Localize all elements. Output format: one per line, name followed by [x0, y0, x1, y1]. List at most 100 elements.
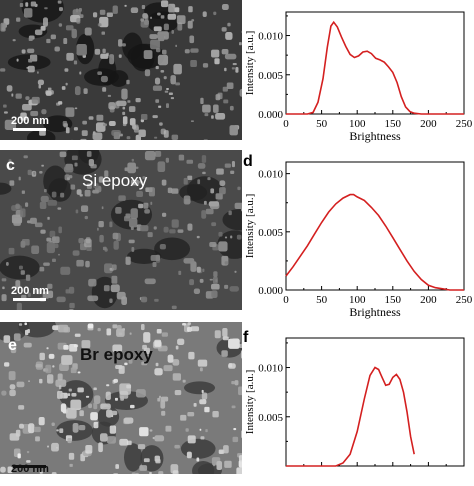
particle [66, 127, 70, 133]
scale-bar-label: 200 nm [11, 463, 49, 474]
x-tick-label: 200 [420, 294, 437, 306]
particle [144, 50, 153, 59]
particle [122, 43, 126, 46]
particle [59, 23, 62, 26]
particle [109, 221, 112, 227]
particle [200, 279, 204, 283]
particle [70, 184, 75, 189]
particle [150, 40, 160, 50]
particle [59, 7, 63, 11]
particle [160, 244, 166, 249]
particle [213, 464, 215, 466]
dark-region [181, 439, 216, 459]
particle [57, 391, 63, 399]
particle [100, 433, 108, 441]
particle [108, 95, 111, 97]
particle [131, 247, 134, 252]
particle [188, 435, 196, 443]
particle [127, 136, 131, 139]
particle [28, 380, 30, 382]
particle [141, 21, 149, 28]
particle [90, 412, 98, 420]
particle [17, 382, 25, 388]
particle [28, 59, 32, 63]
particle [228, 211, 231, 215]
particle [61, 355, 72, 365]
particle [154, 26, 162, 31]
particle [136, 389, 146, 397]
particle [45, 365, 51, 374]
particle [48, 88, 52, 91]
particle [203, 63, 208, 68]
particle [106, 328, 111, 335]
particle [216, 94, 221, 100]
y-axis-label: Intensity [a.u.] [244, 31, 256, 95]
particle [60, 152, 67, 157]
particle [60, 193, 64, 198]
particle [166, 88, 169, 90]
particle [48, 200, 57, 206]
particle [28, 423, 34, 433]
particle [131, 208, 138, 218]
particle [106, 392, 111, 400]
particle [68, 393, 70, 396]
particle [65, 107, 74, 117]
particle [142, 13, 148, 19]
particle [194, 289, 200, 295]
y-tick-label: 0.000 [258, 285, 283, 297]
particle [17, 303, 22, 310]
particle [197, 179, 200, 184]
particle [215, 330, 221, 338]
particle [31, 2, 36, 7]
particle [131, 227, 134, 231]
particle [117, 292, 126, 300]
particle [200, 98, 203, 104]
particle [117, 325, 122, 332]
particle [41, 109, 46, 114]
particle [160, 400, 165, 408]
particle [140, 225, 148, 231]
y-tick-label: 0.010 [258, 31, 283, 43]
particle [28, 66, 35, 73]
particle [139, 130, 146, 137]
particle [127, 100, 130, 103]
particle [205, 113, 209, 116]
particle [213, 277, 218, 284]
particle [47, 374, 53, 383]
particle [148, 232, 153, 237]
particle [127, 441, 132, 446]
particle [36, 362, 43, 370]
particle [47, 347, 49, 349]
x-axis-label: Brightness [349, 129, 401, 143]
particle [90, 164, 96, 168]
particle [204, 407, 209, 412]
particle [188, 322, 191, 325]
particle [233, 428, 236, 430]
particle [172, 306, 177, 310]
particle [84, 239, 92, 247]
particle [35, 29, 42, 35]
particle [186, 160, 193, 164]
particle [130, 332, 132, 334]
particle [101, 76, 108, 82]
particle [35, 436, 40, 441]
x-tick-label: 250 [456, 294, 473, 306]
particle [198, 360, 207, 367]
particle [164, 130, 169, 138]
particle [79, 410, 83, 416]
particle [144, 209, 150, 213]
particle [80, 139, 86, 140]
particle [187, 176, 192, 180]
particle [200, 436, 204, 439]
panel-letter: f [243, 329, 249, 346]
particle [135, 167, 138, 169]
particle [116, 101, 126, 107]
particle [102, 87, 106, 92]
plot-frame [286, 162, 464, 290]
particle [21, 270, 25, 275]
particle [19, 266, 23, 270]
particle [44, 189, 47, 192]
particle [188, 352, 194, 360]
particle [82, 121, 87, 125]
particle [232, 161, 235, 167]
